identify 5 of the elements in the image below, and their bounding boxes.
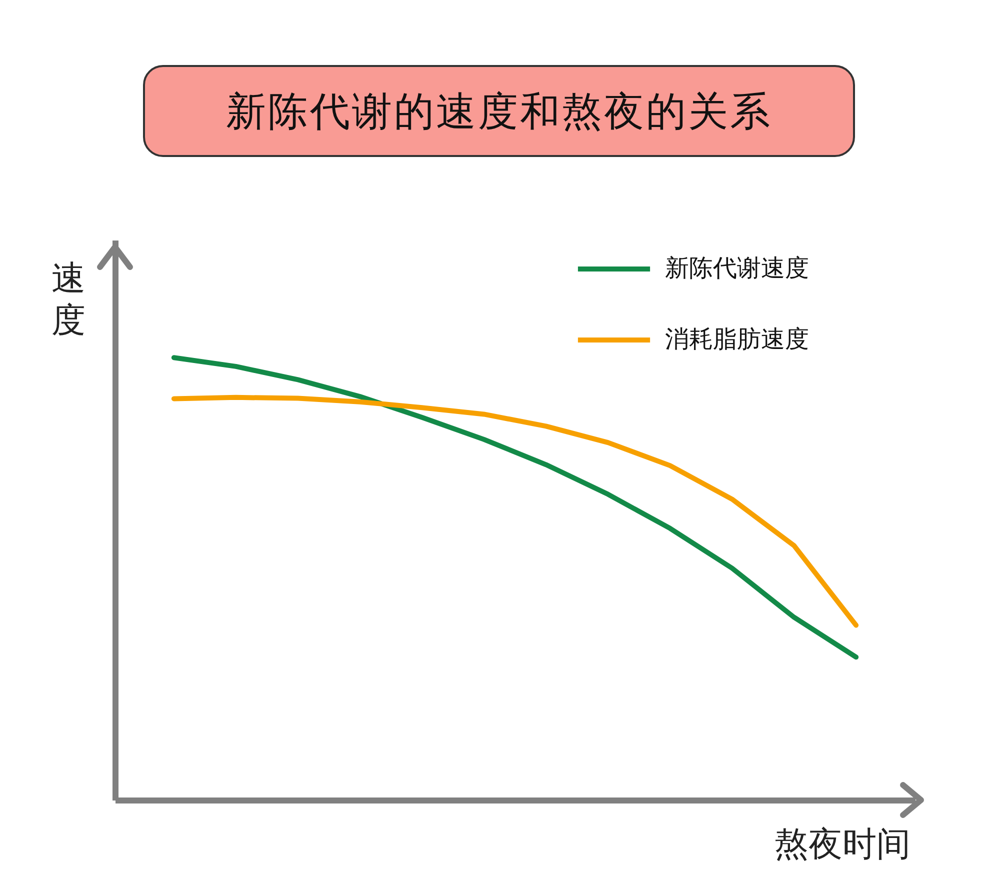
chart-title: 新陈代谢的速度和熬夜的关系 [143,65,855,157]
legend-label: 新陈代谢速度 [665,254,809,282]
legend-label: 消耗脂肪速度 [665,325,809,353]
x-axis-title: 熬夜时间 [774,824,910,864]
y-axis-title: 速度 [52,258,86,340]
